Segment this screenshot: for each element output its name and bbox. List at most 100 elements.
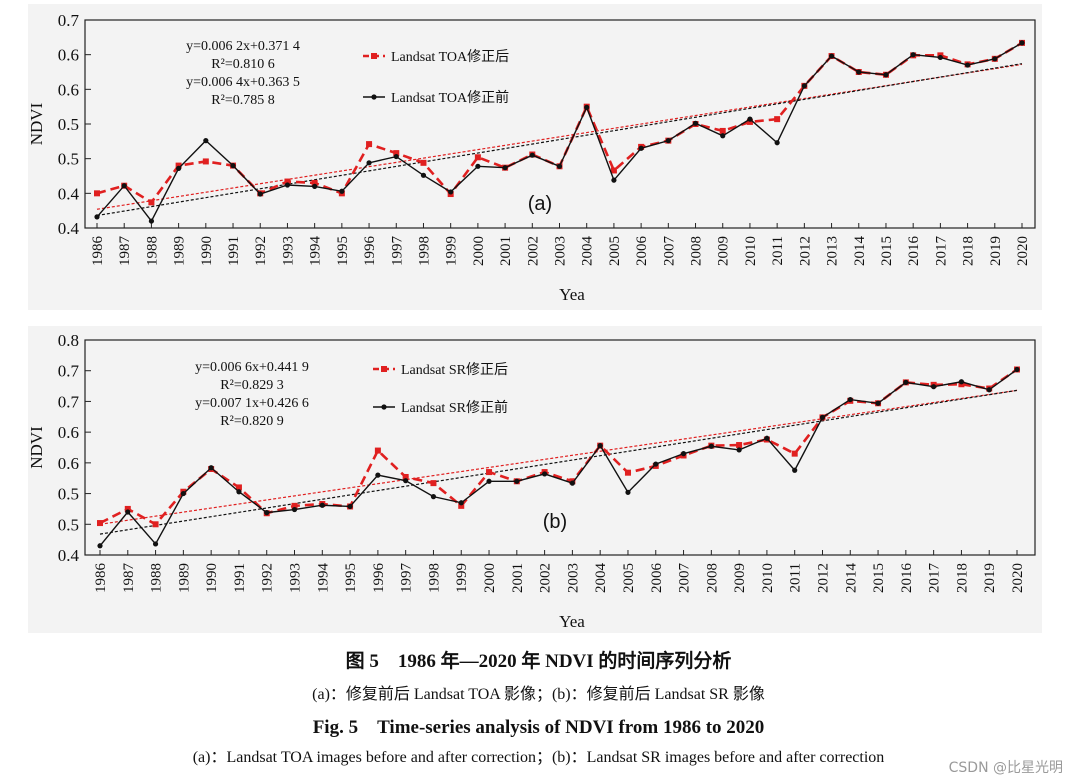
data-point-original bbox=[847, 396, 853, 403]
data-point-corrected bbox=[430, 480, 437, 487]
data-point-corrected bbox=[458, 502, 465, 509]
panel-b-background bbox=[28, 326, 1042, 633]
data-point-corrected bbox=[235, 484, 242, 491]
x-tick-label: 2005 bbox=[607, 236, 623, 266]
data-point-corrected bbox=[175, 162, 182, 169]
x-tick-label: 2005 bbox=[621, 563, 637, 593]
regression-equation: y=0.006 2x+0.371 4 bbox=[186, 39, 300, 54]
x-tick-label: 1991 bbox=[226, 236, 242, 266]
data-point-corrected bbox=[366, 141, 373, 148]
plot-frame bbox=[84, 339, 1036, 556]
x-tick-label: 2015 bbox=[879, 236, 895, 266]
data-point-original bbox=[569, 480, 575, 486]
x-tick-label: 1996 bbox=[362, 236, 378, 267]
x-tick-label: 1988 bbox=[149, 563, 165, 593]
chart-panel-b: 0.4 0.5 0.5 0.6 0.6 0.7 0.7 0.8 1986 1987 1988 1989… bbox=[27, 331, 1036, 631]
data-point-original bbox=[736, 447, 742, 453]
x-tick-label: 2000 bbox=[482, 563, 498, 593]
data-point-original bbox=[625, 489, 631, 495]
data-point-original bbox=[875, 400, 881, 406]
x-tick-label: 1995 bbox=[343, 563, 359, 593]
data-point-corrected bbox=[393, 150, 400, 157]
data-point-original bbox=[430, 494, 437, 500]
regression-equation: y=0.006 6x+0.441 9 bbox=[195, 360, 309, 375]
x-tick-label: 2017 bbox=[933, 236, 949, 267]
x-tick-label: 2020 bbox=[1015, 236, 1031, 266]
x-tick-label: 2009 bbox=[732, 563, 748, 593]
data-point-original bbox=[97, 543, 103, 549]
x-tick-label: 1999 bbox=[454, 563, 470, 593]
y-tick-label: 0.5 bbox=[58, 115, 79, 134]
data-point-original bbox=[986, 387, 992, 393]
x-tick-label: 1990 bbox=[204, 563, 220, 593]
data-point-corrected bbox=[474, 154, 481, 161]
data-point-original bbox=[148, 218, 155, 224]
regression-equation: y=0.007 1x+0.426 6 bbox=[195, 396, 309, 411]
data-point-corrected bbox=[124, 505, 131, 512]
x-tick-label: 2007 bbox=[661, 236, 677, 267]
data-point-original bbox=[638, 145, 644, 151]
trend-line-original bbox=[96, 63, 1023, 217]
data-point-original bbox=[312, 183, 318, 189]
y-axis-title: NDVI bbox=[27, 102, 46, 145]
data-point-original bbox=[448, 189, 454, 195]
data-point-original bbox=[992, 56, 998, 62]
data-point-original bbox=[828, 53, 835, 59]
y-tick-label: 0.5 bbox=[58, 515, 79, 534]
y-tick-label: 0.5 bbox=[58, 150, 79, 169]
x-tick-label: 2016 bbox=[906, 236, 922, 267]
data-point-original bbox=[856, 69, 862, 75]
data-point-original bbox=[903, 379, 909, 385]
x-tick-label: 2014 bbox=[852, 236, 868, 267]
legend-label-corrected: Landsat TOA修正后 bbox=[391, 49, 509, 65]
data-point-original bbox=[792, 467, 798, 473]
data-point-original bbox=[747, 116, 753, 122]
data-point-original bbox=[883, 72, 889, 78]
x-tick-label: 2019 bbox=[988, 236, 1004, 266]
y-tick-label: 0.4 bbox=[58, 184, 80, 203]
data-point-original bbox=[653, 461, 659, 467]
x-tick-label: 1998 bbox=[426, 563, 442, 593]
r-squared-label: R²=0.810 6 bbox=[211, 57, 274, 72]
legend-marker-corrected bbox=[371, 53, 377, 59]
data-point-original bbox=[403, 478, 409, 484]
data-point-corrected bbox=[374, 447, 381, 454]
data-point-original bbox=[94, 214, 100, 220]
x-tick-label: 2010 bbox=[760, 563, 776, 593]
x-tick-label: 2006 bbox=[634, 236, 650, 267]
figure-title-cn: 图 5 1986 年—2020 年 NDVI 的时间序列分析 bbox=[345, 651, 732, 672]
x-tick-label: 2003 bbox=[553, 236, 569, 266]
data-point-original bbox=[208, 465, 214, 471]
watermark: CSDN @比星光明 bbox=[948, 760, 1063, 776]
data-point-corrected bbox=[610, 167, 617, 174]
x-tick-label: 1987 bbox=[121, 563, 137, 594]
data-point-original bbox=[529, 152, 535, 158]
figure-subtitle-cn: (a)：修复前后 Landsat TOA 影像；(b)：修复前后 Landsat… bbox=[312, 686, 765, 703]
data-point-original bbox=[556, 163, 563, 169]
x-tick-label: 2006 bbox=[649, 563, 665, 594]
data-point-original bbox=[236, 489, 242, 495]
x-tick-label: 2011 bbox=[788, 563, 804, 592]
legend-label-original: Landsat TOA修正前 bbox=[391, 89, 509, 106]
data-point-original bbox=[339, 188, 345, 194]
data-point-original bbox=[774, 140, 780, 146]
data-point-original bbox=[203, 138, 209, 144]
data-point-original bbox=[121, 183, 127, 189]
data-point-original bbox=[291, 506, 298, 513]
legend-marker-corrected bbox=[381, 366, 387, 372]
y-tick-label: 0.8 bbox=[58, 331, 79, 350]
x-tick-label: 2011 bbox=[770, 236, 786, 265]
chart-panel-a: 0.4 0.4 0.5 0.5 0.6 0.6 0.7 1986 1987 1988 1989 199… bbox=[27, 11, 1036, 304]
data-point-original bbox=[319, 502, 325, 508]
ndvi-time-series-figure: 0.4 0.4 0.5 0.5 0.6 0.6 0.7 1986 1987 1988 1989 199… bbox=[27, 11, 1036, 631]
x-tick-label: 1998 bbox=[416, 236, 432, 266]
legend-marker-original bbox=[381, 404, 387, 410]
data-point-corrected bbox=[774, 116, 781, 123]
y-tick-label: 0.4 bbox=[58, 546, 80, 565]
data-point-corrected bbox=[420, 159, 427, 166]
x-tick-label: 2010 bbox=[743, 236, 759, 266]
y-tick-label: 0.6 bbox=[58, 423, 79, 442]
figure-title-en: Fig. 5 Time-series analysis of NDVI from… bbox=[312, 717, 765, 738]
data-point-original bbox=[910, 52, 916, 58]
data-point-original bbox=[176, 165, 182, 171]
